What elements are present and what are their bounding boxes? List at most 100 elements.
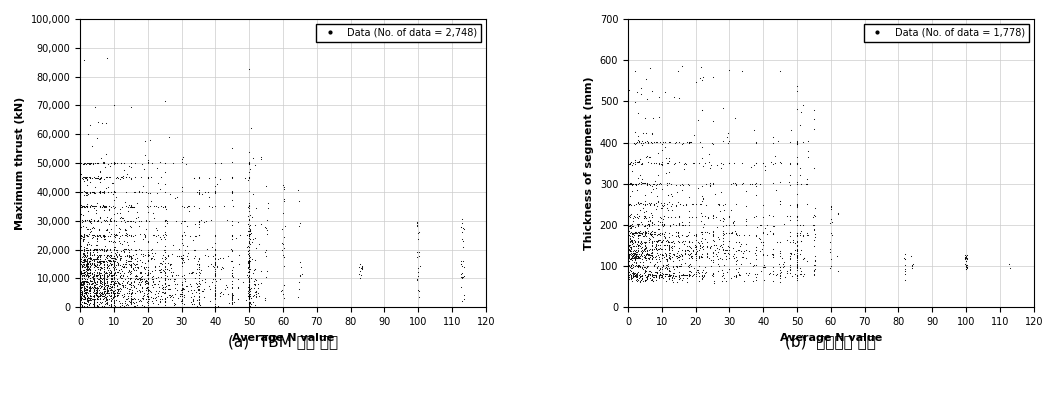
Point	[92, 204, 109, 210]
Point	[657, 250, 674, 256]
Point	[782, 160, 799, 166]
Point	[132, 218, 149, 225]
Point	[788, 258, 805, 265]
Point	[655, 237, 672, 243]
Point	[78, 203, 95, 210]
Point	[671, 268, 688, 275]
Point	[96, 287, 113, 294]
Point	[746, 127, 763, 133]
Point	[748, 232, 765, 239]
Point	[98, 226, 115, 232]
Point	[661, 275, 678, 281]
Point	[101, 272, 117, 278]
Point	[247, 276, 263, 282]
Point	[241, 291, 258, 297]
Point	[103, 261, 120, 267]
Point	[645, 273, 662, 280]
Point	[624, 253, 641, 260]
Point	[86, 247, 103, 253]
Point	[123, 255, 140, 262]
Point	[117, 246, 134, 253]
Point	[136, 233, 153, 239]
Point	[727, 180, 744, 186]
Point	[207, 284, 224, 290]
Point	[123, 279, 140, 285]
Point	[98, 218, 115, 224]
Point	[89, 279, 106, 286]
Point	[174, 233, 190, 239]
Point	[81, 288, 98, 294]
Point	[637, 240, 654, 246]
Point	[727, 228, 744, 234]
Point	[224, 269, 241, 276]
Point	[121, 232, 138, 238]
Point	[121, 174, 138, 180]
Point	[626, 99, 643, 105]
Point	[143, 255, 160, 261]
Point	[74, 174, 91, 180]
Point	[98, 272, 115, 279]
Point	[120, 278, 136, 284]
Point	[89, 292, 106, 298]
Point	[627, 255, 644, 261]
Point	[77, 258, 94, 264]
Point	[631, 278, 647, 284]
Point	[105, 290, 122, 296]
Point	[121, 288, 138, 294]
Point	[80, 217, 97, 223]
Point	[89, 299, 106, 305]
Point	[104, 255, 121, 262]
Point	[171, 291, 188, 297]
Point	[80, 295, 97, 301]
Point	[78, 296, 95, 302]
Point	[239, 274, 256, 280]
Point	[134, 236, 151, 242]
Point	[660, 139, 677, 145]
Point	[731, 238, 748, 245]
Point	[626, 247, 643, 254]
Point	[655, 261, 672, 268]
Point	[83, 242, 99, 248]
Point	[102, 254, 118, 260]
Point	[699, 215, 716, 221]
Point	[83, 218, 99, 224]
Point	[177, 217, 194, 224]
Point	[765, 268, 782, 275]
Point	[88, 175, 105, 181]
Point	[80, 265, 97, 271]
Point	[956, 260, 973, 267]
Point	[151, 186, 168, 192]
Point	[241, 203, 258, 209]
Point	[72, 269, 89, 276]
Point	[630, 263, 646, 269]
Point	[720, 266, 737, 272]
Point	[654, 266, 671, 272]
Point	[135, 303, 152, 310]
Point	[116, 218, 133, 225]
Point	[72, 281, 89, 287]
Point	[207, 261, 224, 268]
Point	[78, 281, 95, 287]
Point	[635, 233, 652, 240]
Point	[105, 289, 122, 295]
Point	[626, 181, 643, 187]
Point	[623, 263, 640, 269]
Point	[643, 131, 660, 137]
Point	[788, 160, 805, 167]
Point	[621, 201, 638, 207]
Point	[78, 296, 95, 302]
Point	[174, 184, 190, 190]
Point	[632, 263, 649, 269]
Point	[241, 283, 258, 289]
Point	[74, 251, 91, 258]
Point	[788, 181, 805, 187]
Point	[88, 263, 105, 269]
Point	[227, 234, 244, 241]
Point	[242, 228, 259, 234]
Point	[748, 232, 765, 238]
Point	[643, 212, 660, 218]
Point	[664, 279, 681, 285]
Point	[126, 188, 143, 195]
Point	[73, 261, 90, 267]
Point	[643, 246, 660, 253]
